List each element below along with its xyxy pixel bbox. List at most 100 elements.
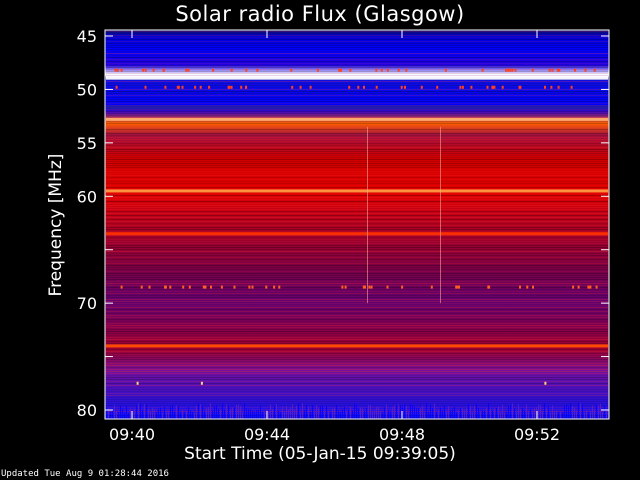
- noise-column: [312, 405, 313, 419]
- burst-dot: [290, 68, 293, 72]
- band-stripe: [106, 377, 608, 378]
- band-stripe: [106, 165, 608, 166]
- band-stripe: [106, 253, 608, 254]
- band-stripe: [106, 361, 608, 362]
- burst-dot: [230, 68, 233, 72]
- noise-column: [534, 408, 535, 419]
- band-stripe: [106, 153, 608, 154]
- band-stripe: [106, 365, 608, 366]
- noise-column: [240, 406, 241, 419]
- noise-column: [498, 406, 499, 419]
- burst-dot: [230, 85, 233, 89]
- noise-column: [286, 405, 287, 419]
- noise-column: [486, 407, 487, 419]
- noise-column: [358, 408, 359, 419]
- band-stripe: [106, 59, 608, 60]
- x-tick-label: 09:48: [379, 425, 425, 444]
- noise-column: [482, 410, 483, 419]
- noise-column: [418, 408, 419, 419]
- band-stripe: [106, 201, 608, 202]
- noise-column: [278, 410, 279, 419]
- band-stripe: [106, 129, 608, 130]
- burst-dot: [509, 68, 512, 72]
- burst-dot: [240, 85, 243, 89]
- noise-column: [348, 409, 349, 419]
- update-timestamp: Updated Tue Aug 9 01:28:44 2016: [1, 469, 169, 479]
- burst-dot: [380, 68, 383, 72]
- noise-column: [362, 408, 363, 419]
- band-stripe: [106, 105, 608, 110]
- interference-line: [440, 126, 441, 304]
- band-stripe: [106, 169, 608, 170]
- burst-dot: [470, 85, 473, 89]
- band-stripe: [106, 259, 608, 260]
- burst-dot: [532, 285, 534, 289]
- band-stripe: [106, 353, 608, 354]
- noise-column: [606, 411, 607, 419]
- noise-column: [248, 409, 249, 419]
- noise-column: [306, 405, 307, 419]
- noise-column: [288, 409, 289, 419]
- noise-column: [604, 405, 605, 419]
- band-stripe: [106, 149, 608, 150]
- noise-column: [262, 412, 263, 419]
- band-stripe: [106, 261, 608, 262]
- noise-column: [528, 411, 529, 419]
- burst-dot: [386, 285, 389, 289]
- noise-column: [270, 404, 271, 419]
- noise-column: [368, 404, 369, 419]
- noise-column: [540, 404, 541, 419]
- noise-column: [158, 409, 159, 419]
- noise-column: [526, 404, 527, 419]
- noise-column: [182, 410, 183, 419]
- band-stripe: [106, 331, 608, 332]
- burst-dot: [181, 85, 184, 89]
- noise-column: [218, 409, 219, 419]
- burst-dot: [228, 85, 231, 89]
- band-stripe: [106, 57, 608, 58]
- burst-dot: [273, 285, 276, 289]
- x-tick-label: 09:40: [109, 425, 155, 444]
- band-stripe: [106, 323, 608, 324]
- burst-dot: [245, 85, 248, 89]
- noise-column: [390, 411, 391, 419]
- burst-dot: [278, 285, 281, 289]
- noise-column: [530, 409, 531, 419]
- noise-column: [524, 410, 525, 419]
- band-stripe: [106, 295, 608, 296]
- noise-column: [282, 406, 283, 419]
- band-stripe: [106, 177, 608, 178]
- band-stripe: [106, 103, 608, 104]
- band-stripe: [106, 145, 608, 146]
- noise-column: [508, 406, 509, 419]
- band-stripe: [106, 265, 608, 266]
- noise-column: [582, 404, 583, 419]
- band-stripe: [106, 333, 608, 334]
- band-stripe: [106, 207, 608, 208]
- noise-column: [384, 407, 385, 419]
- noise-column: [310, 412, 311, 419]
- band-stripe: [106, 257, 608, 258]
- noise-column: [484, 411, 485, 419]
- band-stripe: [106, 313, 608, 314]
- noise-column: [438, 410, 439, 419]
- noise-column: [356, 404, 357, 419]
- band-stripe: [106, 209, 608, 210]
- noise-column: [352, 410, 353, 419]
- noise-column: [570, 403, 571, 419]
- noise-column: [186, 410, 187, 419]
- burst-dot: [511, 68, 514, 72]
- noise-column: [412, 404, 413, 419]
- band-stripe: [106, 341, 608, 342]
- noise-column: [446, 410, 447, 419]
- band-stripe: [106, 369, 608, 370]
- burst-dot: [400, 85, 403, 89]
- noise-column: [374, 410, 375, 419]
- band-stripe: [106, 267, 608, 268]
- band-stripe: [106, 101, 608, 102]
- band-stripe: [106, 121, 608, 122]
- emission-band: [106, 344, 608, 348]
- band-stripe: [106, 293, 608, 294]
- band-stripe: [106, 373, 608, 374]
- noise-column: [260, 406, 261, 419]
